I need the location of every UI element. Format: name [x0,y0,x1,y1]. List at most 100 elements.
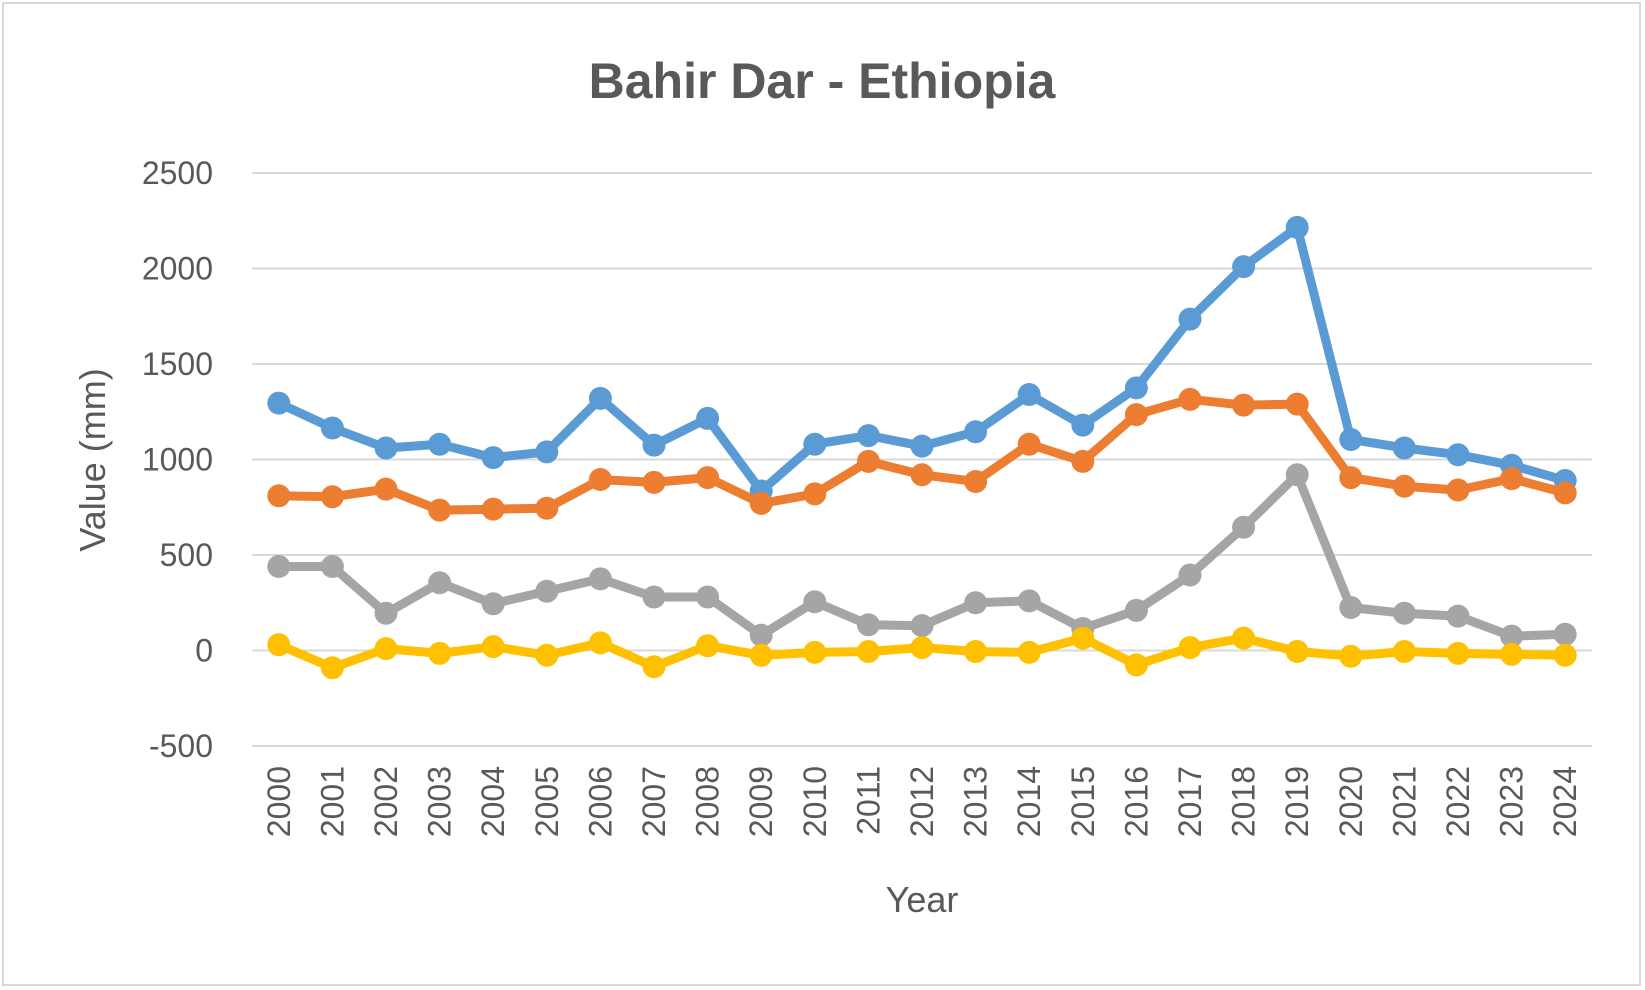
x-tick-label: 2015 [1065,766,1101,837]
series-1-point [1017,383,1041,407]
series-1-point [1392,436,1416,460]
x-tick-label: 2019 [1279,766,1315,837]
series-4-point [1392,639,1416,663]
series-2-point [1124,403,1148,427]
series-2-point [1017,432,1041,456]
series-4-point [1071,626,1095,650]
x-tick-label: 2009 [743,766,779,837]
series-4-point [535,643,559,667]
series-3-point [856,613,880,637]
series-3-point [320,554,344,578]
series-3-point [964,591,988,615]
series-2-point [320,485,344,509]
x-tick-label: 2018 [1226,766,1262,837]
x-tick-label: 2000 [261,766,297,837]
x-tick-label: 2012 [904,766,940,837]
series-2-point [964,469,988,493]
series-3-point [1553,622,1577,646]
series-1-point [1446,443,1470,467]
series-1-point [374,436,398,460]
x-tick-label: 2023 [1494,766,1530,837]
series-1-point [428,432,452,456]
x-tick-label: 2022 [1440,766,1476,837]
series-3-point [642,585,666,609]
x-tick-label: 2021 [1386,766,1422,837]
series-2-point [374,477,398,501]
series-2-point [588,468,612,492]
series-2-point [1446,478,1470,502]
x-tick-label: 2024 [1547,766,1583,837]
series-3-point [910,614,934,638]
series-2-point [267,484,291,508]
series-4-point [481,635,505,659]
series-3-point [267,554,291,578]
series-2-point [1553,481,1577,505]
series-4-point [1178,636,1202,660]
x-tick-label: 2007 [636,766,672,837]
x-tick-label: 2006 [582,766,618,837]
series-2-point [1392,474,1416,498]
x-tick-label: 2020 [1333,766,1369,837]
series-2-point [856,449,880,473]
series-2-point [1339,466,1363,490]
series-1-point [642,433,666,457]
series-1-point [696,406,720,430]
series-1-point [910,434,934,458]
x-tick-label: 2008 [690,766,726,837]
series-4-point [1500,642,1524,666]
gridlines [252,172,1592,747]
y-axis-tick-labels: 2500 2000 1500 1000 500 0 -500 [142,155,213,764]
y-tick-label: 0 [195,633,213,669]
series-3-point [749,623,773,647]
series-3-point [1124,598,1148,622]
series-1-point [320,416,344,440]
x-tick-label: 2011 [850,766,886,835]
series-3-point [1232,515,1256,539]
x-axis-tick-labels: 2000 2001 2002 2003 2004 2005 2006 2007 2008 2009… [261,766,1583,837]
y-tick-label: 1500 [142,346,213,382]
series-3 [267,463,1577,648]
series-4-point [1339,644,1363,668]
series-4-point [267,633,291,657]
series-1-point [856,424,880,448]
series-1-point [267,391,291,415]
series-3-point [481,592,505,616]
series-1-point [481,446,505,470]
series-3-point [803,590,827,614]
series-3-point [1285,463,1309,487]
series-1-point [1285,215,1309,239]
series-3-point [428,571,452,595]
series-2-point [1232,393,1256,417]
series-2-point [803,482,827,506]
y-tick-label: 2000 [142,251,213,287]
series-4-point [320,656,344,680]
series-1-point [535,440,559,464]
series-2-point [1285,392,1309,416]
series-4-point [803,640,827,664]
series-4-point [696,634,720,658]
series-4-point [428,641,452,665]
series-4-point [1232,626,1256,650]
y-tick-label: 1000 [142,442,213,478]
x-tick-label: 2001 [314,766,350,837]
series-2-point [749,491,773,515]
x-tick-label: 2010 [797,766,833,837]
x-axis-title: Year [886,879,959,920]
series-3-point [1178,563,1202,587]
series-3-point [1017,589,1041,613]
series-3-point [588,567,612,591]
series-1-point [1178,307,1202,331]
series-4-point [588,631,612,655]
series-4-point [1446,641,1470,665]
series-1-point [1124,376,1148,400]
series-3-point [1339,596,1363,620]
series-2-point [642,470,666,494]
x-tick-label: 2003 [422,766,458,837]
series-4-point [1124,653,1148,677]
series-4-point [1285,639,1309,663]
series-2-point [1500,467,1524,491]
series-2-point [910,463,934,487]
series-4-point [910,636,934,660]
series-3-point [1446,604,1470,628]
